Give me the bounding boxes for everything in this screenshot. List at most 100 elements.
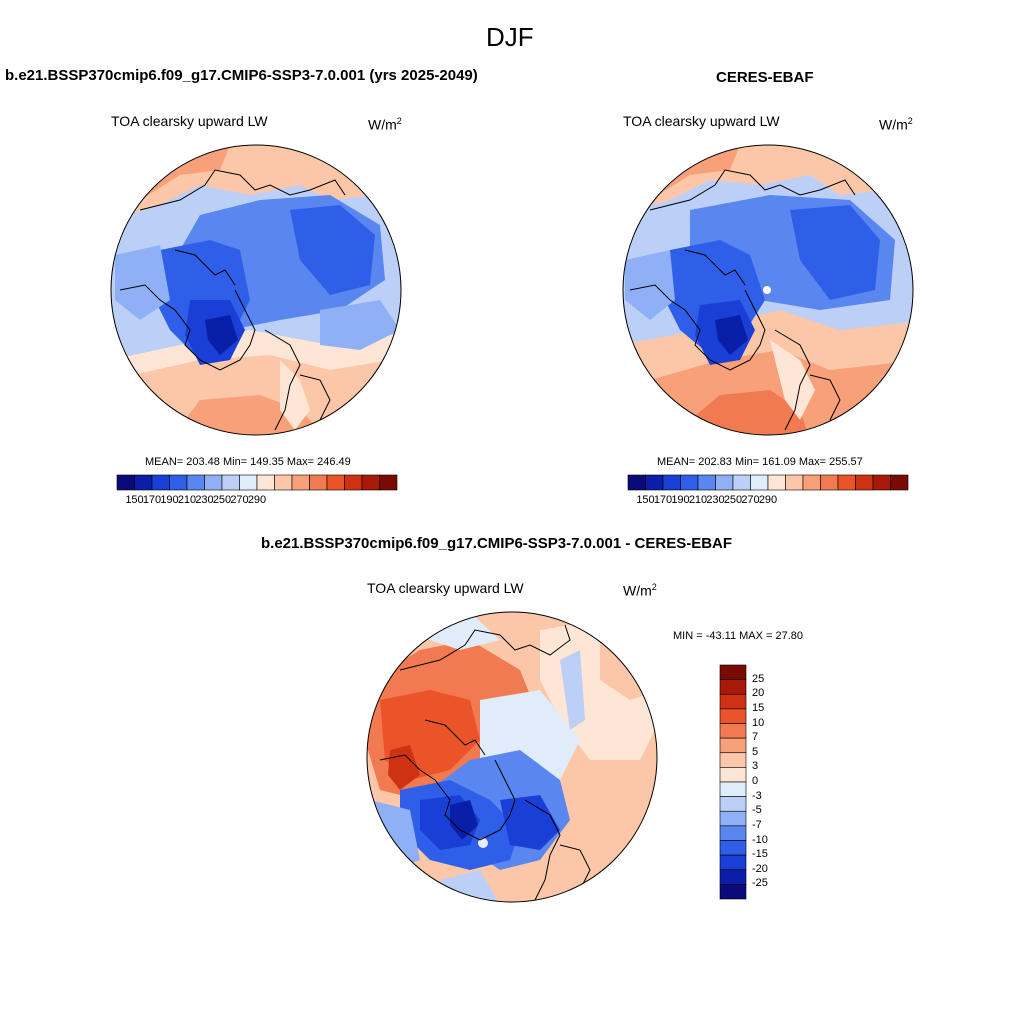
- diff-coastlines: [379, 624, 591, 901]
- left-colorbar-tick-label: 270: [230, 494, 249, 506]
- right-colorbar-swatch: [750, 474, 769, 491]
- left-colorbar-swatch: [151, 474, 170, 491]
- left-colorbar-swatch: [361, 474, 380, 491]
- right-colorbar-swatch: [767, 474, 786, 491]
- right-colorbar-swatch: [732, 474, 751, 491]
- right-colorbar-tick-label: 210: [688, 494, 708, 506]
- left-colorbar-tick-label: 250: [212, 494, 232, 506]
- diff-colorbar: [719, 664, 747, 900]
- diff-variable-label: TOA clearsky upward LW: [367, 580, 524, 596]
- diff-colorbar-tick-label: -7: [752, 818, 762, 831]
- right-colorbar-swatch: [820, 474, 839, 491]
- diff-map-border: [366, 611, 658, 903]
- right-colorbar-swatch: [872, 474, 891, 491]
- left-panel-title: b.e21.BSSP370cmip6.f09_g17.CMIP6-SSP3-7.…: [5, 67, 478, 84]
- diff-colorbar-tick-label: 20: [752, 687, 765, 700]
- diff-colorbar-swatch: [719, 737, 747, 754]
- left-colorbar-tick-label: 210: [177, 494, 197, 506]
- diff-colorbar-swatch: [719, 679, 747, 695]
- diff-colorbar-tick-label: 15: [752, 701, 765, 714]
- diff-colorbar-swatch: [719, 854, 747, 871]
- left-colorbar-swatch: [256, 474, 275, 491]
- diff-colorbar-swatch: [719, 840, 747, 856]
- diff-colorbar-swatch: [719, 796, 747, 812]
- right-colorbar-tick-label: 230: [706, 494, 725, 506]
- right-colorbar-swatch: [680, 474, 699, 491]
- right-panel-title: CERES-EBAF: [716, 69, 814, 86]
- diff-colorbar-swatch: [719, 723, 747, 739]
- right-units-base: W/m: [879, 116, 908, 133]
- left-colorbar-swatch: [239, 474, 258, 491]
- right-map-border: [622, 144, 914, 436]
- right-colorbar-tick-label: 250: [723, 494, 743, 506]
- right-colorbar-swatch: [837, 474, 856, 491]
- diff-colorbar-swatch: [719, 884, 747, 900]
- left-colorbar-swatch: [326, 474, 345, 491]
- right-colorbar-tick-label: 170: [653, 494, 673, 506]
- left-colorbar-tick-label: 190: [160, 494, 179, 506]
- left-colorbar-swatch: [116, 474, 135, 491]
- right-colorbar-swatch: [627, 474, 646, 491]
- diff-colorbar-swatch: [719, 825, 747, 841]
- diff-colorbar-tick-label: -10: [752, 833, 768, 846]
- left-colorbar-swatch: [291, 474, 310, 491]
- right-colorbar-swatch: [890, 474, 909, 491]
- diff-colorbar-swatch: [719, 693, 747, 710]
- diff-colorbar-swatch: [719, 869, 747, 885]
- diff-panel-title: b.e21.BSSP370cmip6.f09_g17.CMIP6-SSP3-7.…: [261, 535, 733, 552]
- right-units-label: W/m2: [879, 116, 913, 133]
- diff-colorbar-tick-label: -25: [752, 877, 768, 890]
- right-colorbar-tick-label: 190: [671, 494, 690, 506]
- left-colorbar-swatch: [204, 474, 223, 491]
- diff-colorbar-tick-label: -20: [752, 862, 768, 875]
- right-colorbar-swatch: [715, 474, 734, 491]
- left-units-base: W/m: [368, 116, 397, 133]
- left-map-border: [110, 144, 402, 436]
- left-units-label: W/m2: [368, 116, 402, 133]
- left-colorbar-swatch: [379, 474, 398, 491]
- diff-colorbar-tick-label: 0: [752, 775, 759, 787]
- right-colorbar-swatch: [855, 474, 874, 491]
- left-colorbar-swatch: [309, 474, 328, 491]
- left-colorbar-tick-label: 230: [195, 494, 214, 506]
- right-polar-map: [623, 145, 913, 435]
- diff-units-base: W/m: [623, 582, 652, 599]
- diff-units-exp: 2: [651, 582, 657, 592]
- diff-colorbar-tick-label: 7: [752, 731, 759, 744]
- right-colorbar-tick-label: 150: [636, 494, 655, 506]
- diff-colorbar-tick-label: 3: [752, 760, 759, 773]
- diff-colorbar-swatch: [719, 810, 747, 827]
- left-colorbar-swatch: [344, 474, 363, 491]
- right-stats: MEAN= 202.83 Min= 161.09 Max= 255.57: [657, 456, 863, 468]
- left-colorbar: [116, 474, 398, 491]
- diff-colorbar-tick-label: -5: [752, 804, 762, 817]
- right-colorbar-swatch: [645, 474, 664, 491]
- right-colorbar-tick-label: 290: [758, 494, 778, 506]
- diff-colorbar-swatch: [719, 781, 747, 797]
- left-polar-map: [111, 145, 401, 435]
- right-variable-label: TOA clearsky upward LW: [623, 113, 780, 129]
- left-stats: MEAN= 203.48 Min= 149.35 Max= 246.49: [145, 456, 351, 468]
- left-colorbar-swatch: [134, 474, 153, 491]
- diff-colorbar-swatch: [719, 664, 747, 680]
- diff-colorbar-tick-label: 5: [752, 745, 759, 758]
- left-colorbar-swatch: [186, 474, 205, 491]
- right-colorbar-tick-label: 270: [741, 494, 760, 506]
- diff-colorbar-swatch: [719, 767, 747, 783]
- left-colorbar-tick-label: 150: [125, 494, 144, 506]
- right-colorbar: [627, 474, 909, 491]
- left-units-exp: 2: [396, 116, 402, 126]
- left-colorbar-tick-label: 290: [247, 494, 267, 506]
- diff-units-label: W/m2: [623, 582, 657, 599]
- right-colorbar-swatch: [697, 474, 716, 491]
- right-colorbar-swatch: [785, 474, 804, 491]
- diff-colorbar-tick-label: -3: [752, 789, 762, 802]
- left-colorbar-swatch: [221, 474, 240, 491]
- diff-colorbar-swatch: [719, 752, 747, 768]
- diff-colorbar-tick-label: -15: [752, 848, 768, 861]
- right-coastlines: [629, 169, 856, 431]
- diff-colorbar-tick-label: 25: [752, 672, 765, 685]
- right-colorbar-swatch: [662, 474, 681, 491]
- diff-colorbar-tick-label: 10: [752, 716, 765, 729]
